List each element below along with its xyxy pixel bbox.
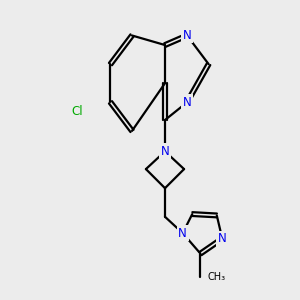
Text: Cl: Cl: [72, 105, 83, 118]
Text: N: N: [160, 145, 169, 158]
Text: N: N: [183, 29, 191, 42]
Text: CH₃: CH₃: [207, 272, 225, 282]
Text: N: N: [218, 232, 226, 245]
Text: N: N: [183, 96, 191, 109]
Text: N: N: [178, 227, 187, 240]
